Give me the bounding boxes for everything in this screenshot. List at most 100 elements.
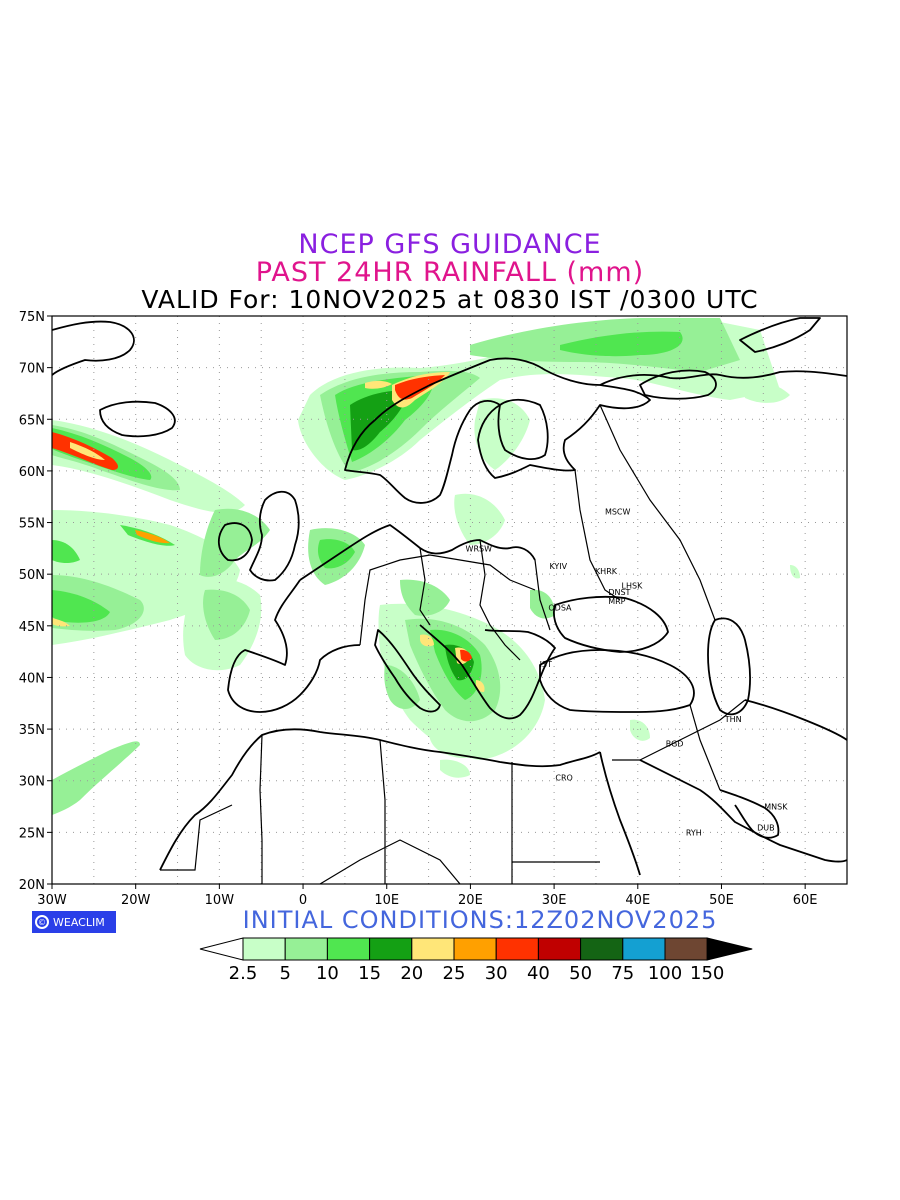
lon-axis-labels: 30W 20W 10W 0 10E 20E 30E 40E 50E 60E (37, 893, 817, 908)
rain-area (740, 379, 790, 403)
city-label: IST (540, 660, 552, 669)
city-label: KHRK (595, 567, 618, 576)
coastline-scandinavia (344, 357, 651, 504)
lat-label: 40N (19, 671, 45, 686)
badge-label: WEACLIM (53, 915, 105, 929)
lat-label: 35N (19, 723, 45, 738)
coastline-ireland (218, 522, 253, 562)
lon-label: 60E (793, 893, 818, 908)
lon-label: 30E (542, 893, 567, 908)
coastline-iceland (99, 400, 176, 438)
axis-ticks (47, 315, 806, 889)
lat-label: 20N (19, 878, 45, 893)
coastline-black-sea (552, 595, 669, 653)
city-label: MNSK (764, 803, 788, 812)
border-line (359, 554, 536, 646)
initial-conditions: INITIAL CONDITIONS:12Z02NOV2025 (242, 906, 718, 934)
coastline-finland (497, 398, 549, 461)
coastline-caspian (707, 617, 752, 716)
coastlines (52, 317, 847, 876)
rain-area (460, 649, 472, 662)
border-line (639, 699, 746, 761)
coastline-uk (249, 490, 300, 582)
city-label: MSCW (605, 507, 631, 516)
lon-label: 10E (374, 893, 399, 908)
copyright-icon: © (35, 915, 49, 929)
city-label: RYH (686, 828, 702, 837)
lon-label: 20W (121, 893, 151, 908)
city-label: LHSK (622, 582, 644, 591)
map-subtitle: PAST 24HR RAINFALL (mm) (255, 257, 645, 288)
lon-label: 50E (709, 893, 734, 908)
city-label: KYIV (549, 562, 567, 571)
coastline-arctic-islands (739, 317, 821, 353)
rain-area (560, 331, 683, 357)
coastline-balkans (419, 624, 556, 720)
lat-label: 65N (19, 413, 45, 428)
weaclim-badge: © WEACLIM (32, 911, 116, 933)
border-line (599, 404, 716, 621)
border-line (259, 734, 263, 884)
rain-layer (52, 318, 800, 815)
rain-area (429, 724, 520, 758)
lat-label: 55N (19, 517, 45, 532)
border-line (319, 839, 461, 884)
lon-label: 20E (458, 893, 483, 908)
lat-label: 45N (19, 620, 45, 635)
lat-axis-labels: 75N 70N 65N 60N 55N 50N 45N 40N 35N 30N 25N 20N (19, 310, 45, 893)
country-borders (160, 404, 746, 884)
border-line (479, 539, 521, 661)
map-title: NCEP GFS GUIDANCE (298, 229, 602, 260)
coastline-europe-west (299, 524, 536, 581)
lat-label: 50N (19, 568, 45, 583)
rain-area (52, 590, 110, 623)
city-label: BGD (666, 740, 684, 749)
city-label: ODSA (548, 603, 572, 612)
rain-area (630, 719, 650, 741)
lon-label: 40E (625, 893, 650, 908)
coastline-iran (744, 699, 847, 741)
city-label: CRO (555, 774, 572, 783)
coastline-arabia (639, 759, 847, 863)
border-line (689, 704, 721, 791)
lat-label: 60N (19, 465, 45, 480)
rain-area (203, 589, 250, 640)
rain-area (395, 375, 445, 400)
coastline-red-sea (599, 751, 641, 876)
border-line (160, 804, 233, 871)
rain-area (790, 565, 800, 579)
border-line (379, 739, 386, 884)
coastline-italy (374, 629, 441, 713)
rain-area (200, 508, 270, 577)
city-label: THN (724, 715, 742, 724)
map-frame (51, 315, 848, 885)
rain-area (420, 634, 434, 647)
border-line (419, 547, 431, 626)
border-line (574, 469, 621, 601)
lat-label: 30N (19, 775, 45, 790)
coastline-kola (639, 369, 717, 400)
lat-label: 70N (19, 362, 45, 377)
valid-time: VALID For: 10NOV2025 at 0830 IST /0300 U… (141, 285, 759, 314)
coastline-north-africa (159, 728, 601, 871)
rain-area (440, 759, 470, 778)
lon-label: 10W (205, 893, 235, 908)
rain-area (135, 530, 170, 544)
city-label: DUB (757, 823, 775, 832)
lon-label: 30W (37, 893, 67, 908)
rain-area (530, 589, 555, 619)
coastline-persian-gulf (719, 789, 780, 839)
rain-area (52, 741, 140, 815)
city-label: WRSW (466, 544, 493, 553)
coastline-france-iberia (227, 579, 361, 713)
coastline-turkey (539, 649, 695, 713)
border-line (534, 559, 551, 631)
coastline-greenland (52, 320, 135, 376)
rain-area (365, 380, 392, 389)
city-label: MRP (608, 597, 625, 606)
rain-area (454, 493, 505, 545)
rain-area (400, 579, 450, 616)
rain-area (52, 618, 70, 627)
